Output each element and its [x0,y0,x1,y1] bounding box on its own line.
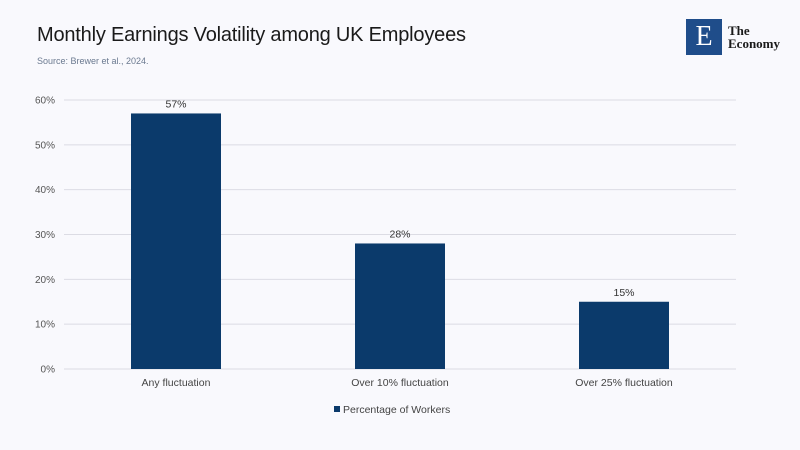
y-tick-label: 10% [35,320,55,331]
data-label: 28% [389,228,410,240]
y-tick-label: 20% [35,275,55,286]
logo-text-line1: The [728,23,750,38]
logo-text-line2: Economy [728,36,780,51]
bar [355,243,445,369]
bar [131,113,221,369]
x-tick-label: Over 25% fluctuation [575,377,673,389]
x-tick-label: Any fluctuation [142,377,211,389]
chart-source: Source: Brewer et al., 2024. [37,56,149,66]
chart-title: Monthly Earnings Volatility among UK Emp… [37,24,466,46]
data-label: 15% [613,287,634,299]
y-tick-label: 60% [35,96,55,107]
legend-label: Percentage of Workers [343,404,450,416]
logo-mark: E [686,19,722,55]
y-tick-label: 40% [35,185,55,196]
the-economy-logo: E The Economy [686,19,780,55]
legend-swatch [334,406,340,412]
bar [579,301,669,369]
y-tick-label: 0% [41,365,56,376]
data-label: 57% [165,98,186,110]
x-tick-label: Over 10% fluctuation [351,377,449,389]
y-tick-label: 30% [35,230,55,241]
y-tick-label: 50% [35,140,55,151]
